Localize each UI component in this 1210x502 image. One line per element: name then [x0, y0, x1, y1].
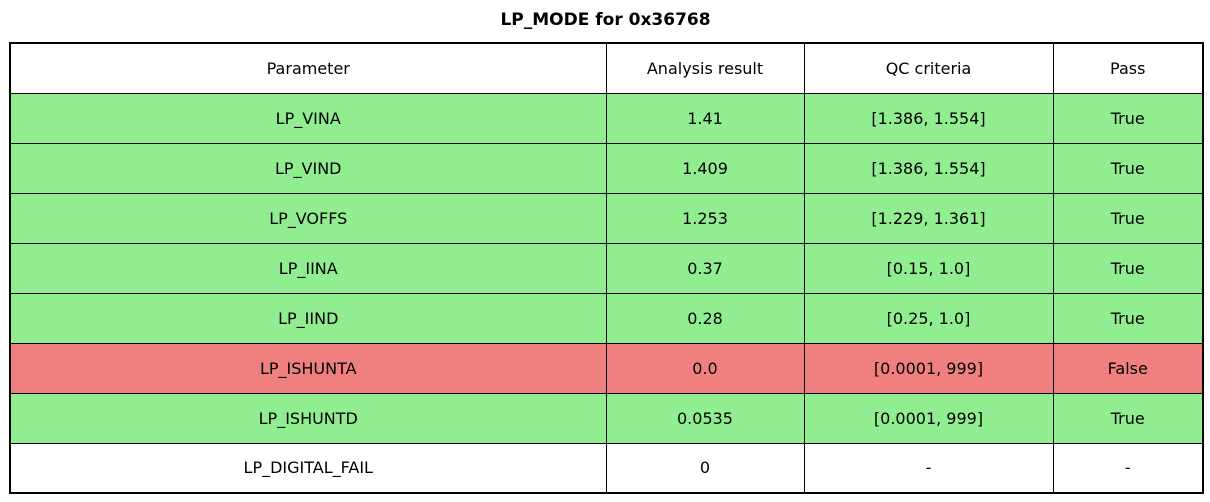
cell-pass: False — [1052, 342, 1204, 394]
table-row: LP_DIGITAL_FAIL 0 - - — [9, 442, 1204, 494]
cell-pass: - — [1052, 442, 1204, 494]
column-header-parameter: Parameter — [9, 42, 607, 94]
cell-qc-criteria: [0.0001, 999] — [803, 392, 1054, 444]
table-row: LP_VIND 1.409 [1.386, 1.554] True — [9, 142, 1204, 194]
table-row: LP_VOFFS 1.253 [1.229, 1.361] True — [9, 192, 1204, 244]
table-row: LP_VINA 1.41 [1.386, 1.554] True — [9, 92, 1204, 144]
cell-parameter: LP_ISHUNTD — [9, 392, 607, 444]
cell-analysis-result: 1.41 — [605, 92, 805, 144]
column-header-qc-criteria: QC criteria — [803, 42, 1054, 94]
cell-parameter: LP_DIGITAL_FAIL — [9, 442, 607, 494]
cell-analysis-result: 0 — [605, 442, 805, 494]
cell-parameter: LP_ISHUNTA — [9, 342, 607, 394]
cell-analysis-result: 1.253 — [605, 192, 805, 244]
cell-qc-criteria: [0.15, 1.0] — [803, 242, 1054, 294]
cell-analysis-result: 0.0535 — [605, 392, 805, 444]
cell-qc-criteria: [0.0001, 999] — [803, 342, 1054, 394]
table-header-row: Parameter Analysis result QC criteria Pa… — [9, 42, 1204, 94]
cell-parameter: LP_VOFFS — [9, 192, 607, 244]
cell-qc-criteria: [1.386, 1.554] — [803, 142, 1054, 194]
cell-analysis-result: 0.37 — [605, 242, 805, 294]
cell-pass: True — [1052, 92, 1204, 144]
cell-qc-criteria: - — [803, 442, 1054, 494]
cell-pass: True — [1052, 242, 1204, 294]
cell-pass: True — [1052, 192, 1204, 244]
cell-pass: True — [1052, 142, 1204, 194]
figure-title: LP_MODE for 0x36768 — [500, 10, 711, 30]
cell-pass: True — [1052, 392, 1204, 444]
cell-parameter: LP_IINA — [9, 242, 607, 294]
cell-parameter: LP_VIND — [9, 142, 607, 194]
column-header-analysis-result: Analysis result — [605, 42, 805, 94]
cell-parameter: LP_VINA — [9, 92, 607, 144]
table-row: LP_ISHUNTD 0.0535 [0.0001, 999] True — [9, 392, 1204, 444]
cell-analysis-result: 0.0 — [605, 342, 805, 394]
cell-qc-criteria: [1.386, 1.554] — [803, 92, 1054, 144]
cell-pass: True — [1052, 292, 1204, 344]
cell-parameter: LP_IIND — [9, 292, 607, 344]
cell-qc-criteria: [0.25, 1.0] — [803, 292, 1054, 344]
qc-results-table: Parameter Analysis result QC criteria Pa… — [9, 42, 1204, 494]
table-row: LP_IIND 0.28 [0.25, 1.0] True — [9, 292, 1204, 344]
table-row: LP_ISHUNTA 0.0 [0.0001, 999] False — [9, 342, 1204, 394]
cell-analysis-result: 1.409 — [605, 142, 805, 194]
table-row: LP_IINA 0.37 [0.15, 1.0] True — [9, 242, 1204, 294]
cell-analysis-result: 0.28 — [605, 292, 805, 344]
column-header-pass: Pass — [1052, 42, 1204, 94]
cell-qc-criteria: [1.229, 1.361] — [803, 192, 1054, 244]
